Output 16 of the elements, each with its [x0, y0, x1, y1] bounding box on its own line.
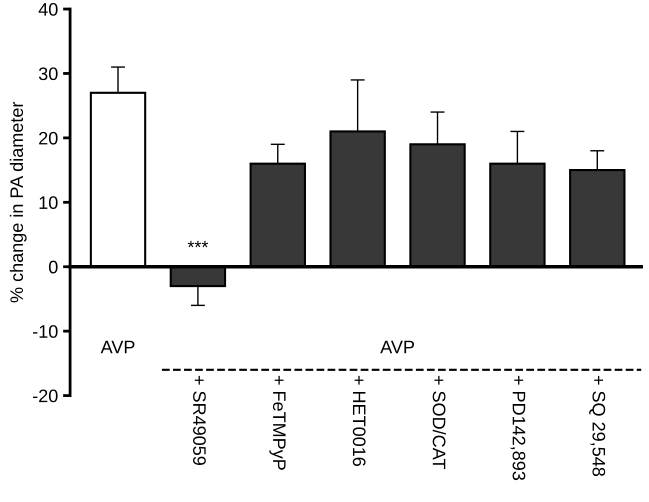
x-tick-label: + HET0016: [352, 376, 366, 466]
x-tick-label: + PD142,893: [510, 376, 526, 480]
y-tick-label: 10: [40, 196, 58, 210]
y-axis-title: % change in PA diameter: [10, 102, 27, 302]
x-tick-label: + FeTMPyP: [269, 376, 286, 470]
x-tick-label: + SQ 29,548: [589, 376, 606, 476]
ref-line-label: AVP: [380, 340, 414, 354]
y-tick-label: -10: [32, 325, 58, 338]
x-tick-label: + SOD/CAT: [432, 376, 446, 470]
annotation: ***: [188, 240, 208, 248]
y-tick-label: 30: [38, 67, 58, 80]
x-tick-label: + SR49059: [193, 376, 206, 465]
y-tick-label: -20: [32, 390, 58, 402]
y-tick-label: 0: [48, 260, 58, 274]
y-tick-label: 20: [39, 132, 58, 145]
y-tick-label: 40: [38, 2, 58, 16]
